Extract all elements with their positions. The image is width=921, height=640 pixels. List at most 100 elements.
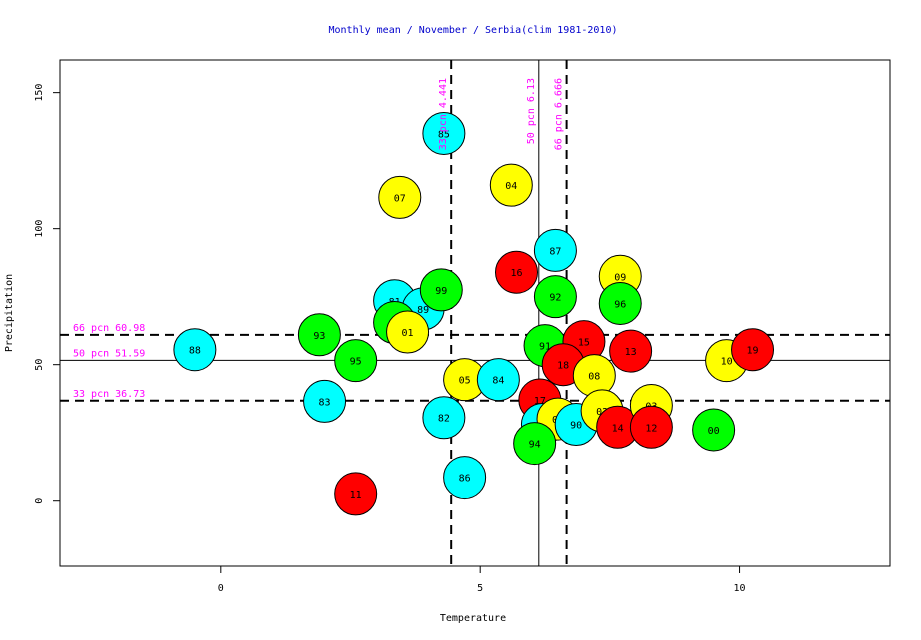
x-tick-label: 0 [218,583,224,594]
data-point: 19 [731,328,775,372]
data-point-label: 84 [492,376,504,387]
data-point-label: 19 [747,346,759,357]
data-point: 01 [386,310,430,354]
data-point-label: 07 [394,193,406,204]
data-point-label: 83 [319,397,331,408]
y-tick-label: 100 [34,220,45,238]
data-point-label: 11 [350,490,362,501]
data-point: 84 [476,358,520,402]
data-point-label: 86 [459,474,471,485]
data-point-marker [609,329,653,373]
data-point-marker [419,268,463,312]
data-point-marker [334,339,378,383]
data-point-marker [692,408,736,452]
data-point: 87 [533,228,577,272]
temperature-percentile-label: 66 pcn 6.666 [554,78,565,150]
data-point: 92 [533,275,577,319]
y-tick-label: 0 [34,498,45,504]
data-point: 13 [609,329,653,373]
data-point: 00 [692,408,736,452]
data-point-label: 12 [645,423,657,434]
data-point-label: 90 [570,421,582,432]
data-point: 04 [489,163,533,207]
data-point: 14 [596,405,640,449]
data-point: 11 [334,472,378,516]
data-point-label: 92 [549,293,561,304]
data-point-marker [422,111,466,155]
data-point-label: 95 [350,357,362,368]
data-point-label: 05 [459,376,471,387]
data-point-label: 89 [417,305,429,316]
data-point-label: 91 [539,342,551,353]
data-point: 82 [422,396,466,440]
data-point-label: 82 [438,414,450,425]
data-point: 88 [173,328,217,372]
data-point-marker [386,310,430,354]
data-point: 93 [297,313,341,357]
data-point-label: 10 [721,357,733,368]
data-point-label: 15 [578,338,590,349]
data-point-marker [422,396,466,440]
temperature-percentile-label: 50 pcn 6.13 [526,78,537,144]
data-point-label: 85 [438,129,450,140]
percentile-labels: 33 pcn 4.441 50 pcn 6.13 66 pcn 6.666 66 pc… [73,78,565,400]
data-point-label: 87 [549,246,561,257]
data-point-label: 16 [510,268,522,279]
data-point: 86 [443,456,487,500]
data-point: 94 [513,422,557,466]
data-point-marker [334,472,378,516]
y-tick-label: 150 [34,84,45,102]
precipitation-percentile-label: 33 pcn 36.73 [73,389,145,400]
data-point-label: 94 [529,440,541,451]
data-point-label: 17 [534,396,546,407]
chart-title: Monthly mean / November / Serbia(clim 19… [329,25,618,36]
temperature-percentile-label: 33 pcn 4.441 [438,78,449,150]
data-point-marker [731,328,775,372]
data-point: 08 [572,354,616,398]
data-point: 99 [419,268,463,312]
data-point-marker [598,281,642,325]
data-point-label: 18 [557,361,569,372]
data-point-marker [297,313,341,357]
data-point: 07 [378,175,422,219]
data-point-marker [629,405,673,449]
data-point: 85 [422,111,466,155]
precipitation-percentile-label: 66 pcn 60.98 [73,323,145,334]
data-point-label: 00 [708,426,720,437]
data-point-marker [513,422,557,466]
data-point-marker [476,358,520,402]
y-tick-label: 50 [34,359,45,371]
precipitation-percentile-label: 50 pcn 51.59 [73,348,145,359]
data-point: 16 [495,250,538,294]
y-axis-label: Precipitation [4,274,15,352]
x-axis-label: Temperature [440,613,506,624]
x-tick-label: 10 [734,583,746,594]
data-point-marker [443,456,487,500]
data-point-label: 01 [402,328,414,339]
data-point-marker [173,328,217,372]
data-point: 95 [334,339,378,383]
data-point-marker [378,175,422,219]
data-point-marker [495,250,538,294]
data-point-label: 99 [435,286,447,297]
data-points: 8893839511078189980199850582868404168792… [173,111,775,516]
data-point: 83 [303,379,347,423]
data-point: 96 [598,281,642,325]
data-point-label: 14 [612,423,624,434]
data-point-label: 04 [505,181,517,192]
data-point-label: 08 [588,372,600,383]
x-tick-label: 5 [477,583,483,594]
data-point-label: 09 [614,272,626,283]
data-point-marker [489,163,533,207]
data-point-label: 96 [614,299,626,310]
data-point-marker [303,379,347,423]
data-point-label: 93 [313,331,325,342]
data-point: 12 [629,405,673,449]
plot-frame [59,59,891,567]
data-point-label: 13 [625,347,637,358]
data-point-marker [533,275,577,319]
data-point-label: 88 [189,346,201,357]
data-point-marker [533,228,577,272]
